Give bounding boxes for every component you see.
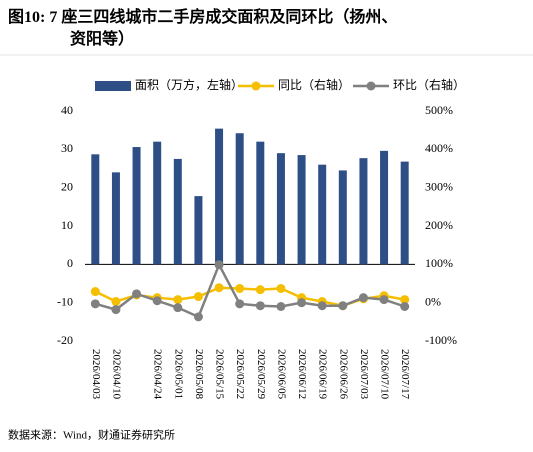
point bbox=[173, 303, 183, 313]
point bbox=[90, 299, 100, 309]
legend-swatch bbox=[366, 81, 376, 91]
point bbox=[379, 295, 389, 305]
bar bbox=[153, 141, 162, 265]
legend-label: 环比（右轴） bbox=[393, 77, 465, 92]
legend-label: 面积（万方，左轴） bbox=[135, 77, 243, 92]
point bbox=[297, 298, 307, 308]
bar bbox=[359, 158, 368, 265]
y2-tick-label: 500% bbox=[425, 103, 453, 117]
y2-tick-label: -100% bbox=[425, 333, 457, 347]
bar bbox=[111, 172, 120, 265]
point bbox=[276, 302, 286, 311]
y-tick-label: -20 bbox=[57, 333, 73, 347]
bar bbox=[276, 153, 285, 265]
x-tick-label: 2026/05/08 bbox=[193, 349, 205, 400]
bar bbox=[235, 133, 244, 265]
point bbox=[152, 296, 162, 306]
y2-tick-label: 400% bbox=[425, 141, 453, 155]
point bbox=[193, 292, 203, 302]
x-tick-label: 2026/07/17 bbox=[399, 349, 411, 400]
point bbox=[400, 302, 410, 311]
point bbox=[317, 301, 327, 311]
bar bbox=[256, 141, 265, 265]
point bbox=[214, 260, 224, 270]
y2-tick-label: 200% bbox=[425, 218, 453, 232]
point bbox=[111, 305, 121, 315]
x-tick-label: 2026/05/01 bbox=[172, 349, 184, 399]
point bbox=[132, 289, 142, 299]
point bbox=[235, 283, 245, 293]
point bbox=[90, 287, 100, 297]
x-tick-label: 2026/05/22 bbox=[234, 349, 246, 399]
point bbox=[111, 297, 121, 307]
x-tick-label: 2026/06/19 bbox=[317, 349, 329, 400]
x-tick-label: 2026/05/15 bbox=[214, 349, 226, 400]
x-tick-label: 2026/04/10 bbox=[110, 349, 122, 400]
bar bbox=[318, 164, 327, 265]
y-tick-label: 0 bbox=[67, 256, 73, 270]
legend-swatch bbox=[251, 81, 261, 91]
y-tick-label: 40 bbox=[61, 103, 73, 117]
bar bbox=[194, 196, 203, 265]
line bbox=[94, 261, 406, 319]
point bbox=[255, 285, 265, 295]
bar bbox=[297, 155, 306, 265]
x-tick-label: 2026/06/26 bbox=[337, 349, 349, 400]
bar bbox=[380, 150, 389, 265]
point bbox=[214, 283, 224, 293]
legend-swatch bbox=[95, 81, 131, 91]
y-tick-label: 30 bbox=[61, 141, 73, 155]
y2-tick-label: 300% bbox=[425, 179, 453, 193]
point bbox=[173, 295, 183, 305]
legend-label: 同比（右轴） bbox=[278, 77, 350, 92]
x-tick-label: 2026/07/10 bbox=[379, 349, 391, 400]
bar bbox=[173, 158, 182, 265]
x-tick-label: 2026/06/05 bbox=[275, 349, 287, 400]
x-tick-label: 2026/07/03 bbox=[358, 349, 370, 400]
bar bbox=[400, 161, 409, 265]
y-tick-label: -10 bbox=[57, 294, 73, 308]
point bbox=[400, 295, 410, 305]
bar bbox=[215, 128, 224, 265]
x-tick-label: 2026/05/29 bbox=[255, 349, 267, 400]
y-tick-label: 20 bbox=[61, 179, 73, 193]
point bbox=[235, 299, 245, 309]
bar bbox=[91, 154, 100, 265]
point bbox=[358, 293, 368, 303]
point bbox=[193, 312, 203, 322]
x-tick-label: 2026/04/03 bbox=[90, 349, 102, 400]
y2-tick-label: 0% bbox=[425, 294, 441, 308]
x-tick-label: 2026/04/24 bbox=[152, 349, 164, 400]
point bbox=[338, 301, 348, 311]
x-tick-label: 2026/06/12 bbox=[296, 349, 308, 399]
point bbox=[276, 283, 286, 293]
y-tick-label: 10 bbox=[61, 218, 73, 232]
bar bbox=[132, 147, 141, 265]
chart-title: 图10: 7 座三四线城市二手房成交面积及同环比（扬州、资阳等） bbox=[8, 7, 397, 48]
point bbox=[255, 301, 265, 311]
y2-tick-label: 100% bbox=[425, 256, 453, 270]
bar bbox=[338, 170, 347, 265]
source-note: 数据来源：Wind，财通证券研究所 bbox=[8, 428, 175, 442]
